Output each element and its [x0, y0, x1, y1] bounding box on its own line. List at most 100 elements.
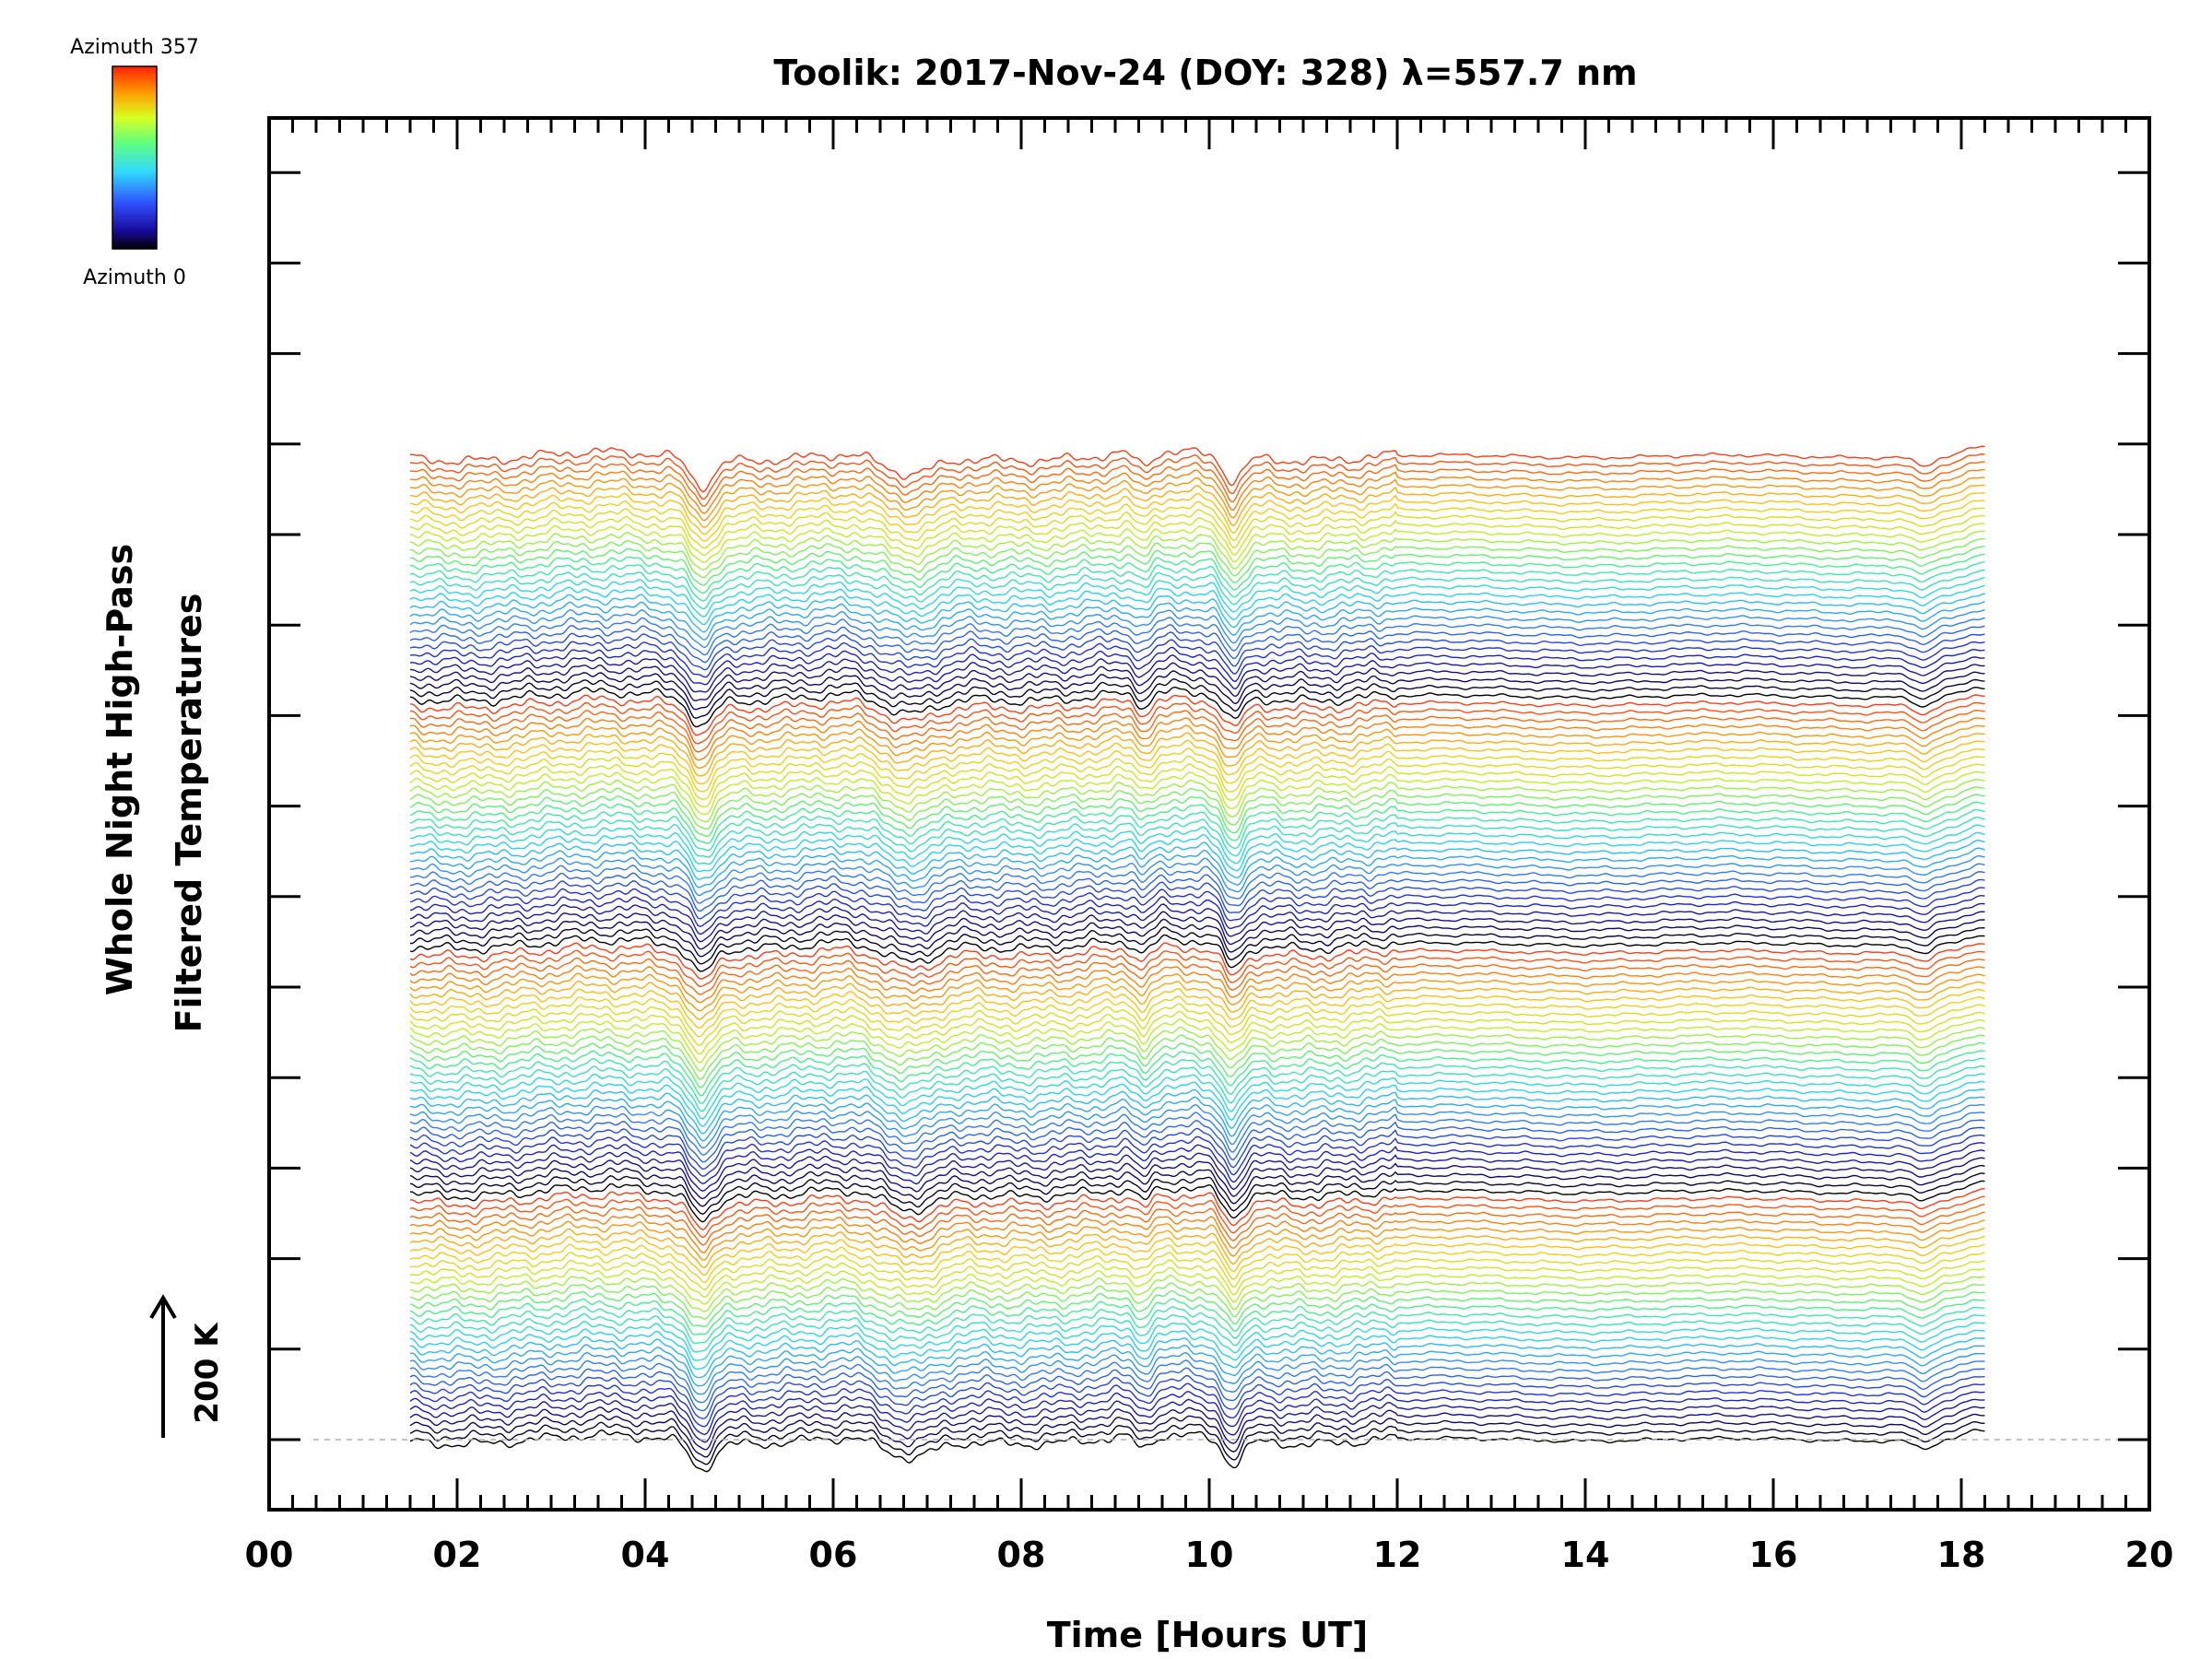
temperature-trace	[409, 507, 1985, 549]
temperature-trace	[409, 863, 1985, 904]
temperature-trace	[409, 1134, 1985, 1177]
temperature-trace	[409, 1065, 1985, 1112]
colorbar-bottom-label: Azimuth 0	[83, 266, 186, 289]
temperature-trace	[409, 1274, 1985, 1312]
temperature-trace	[409, 1374, 1985, 1419]
temperature-trace	[409, 662, 1985, 702]
temperature-trace	[409, 701, 1985, 745]
temperature-trace	[409, 747, 1985, 793]
x-tick-label: 14	[1561, 1535, 1610, 1575]
x-tick-labels: 00 02 04 06 08 10 12 14 16 18 20	[245, 1535, 2174, 1575]
temperature-trace	[409, 1266, 1985, 1305]
temperature-trace	[409, 1359, 1985, 1404]
temperature-trace	[409, 732, 1985, 777]
temperature-trace	[409, 445, 1985, 493]
temperature-trace	[409, 1034, 1985, 1081]
temperature-trace	[409, 670, 1985, 711]
temperature-trace	[409, 694, 1985, 736]
temperature-trace	[409, 537, 1985, 579]
temperature-trace	[409, 778, 1985, 823]
temperature-trace	[409, 1305, 1985, 1345]
temperature-trace	[409, 902, 1985, 943]
temperature-trace	[409, 1018, 1985, 1064]
temperature-trace	[409, 1204, 1985, 1246]
temperature-trace	[409, 1227, 1985, 1269]
temperature-trace	[409, 686, 1985, 728]
temperature-trace	[409, 895, 1985, 935]
temperature-trace	[409, 755, 1985, 800]
temperature-trace	[409, 593, 1985, 633]
temperature-trace	[409, 980, 1985, 1020]
temperature-trace	[409, 972, 1985, 1012]
temperature-trace	[409, 453, 1985, 500]
temperature-trace	[409, 569, 1985, 610]
temperature-trace	[409, 530, 1985, 571]
temperature-trace	[409, 709, 1985, 753]
temperature-trace	[409, 995, 1985, 1038]
temperature-trace	[409, 817, 1985, 858]
x-tick-label: 08	[997, 1535, 1046, 1575]
temperature-trace	[409, 871, 1985, 912]
temperature-trace	[409, 847, 1985, 888]
colorbar: Azimuth 357 Azimuth 0	[70, 36, 199, 289]
temperature-trace	[409, 1429, 1985, 1473]
temperature-trace	[409, 1382, 1985, 1428]
temperature-trace	[409, 1172, 1985, 1216]
temperature-trace	[409, 801, 1985, 844]
temperature-trace	[409, 1252, 1985, 1291]
temperature-trace	[409, 1259, 1985, 1299]
temperature-trace	[409, 1187, 1985, 1230]
temperature-trace	[409, 1119, 1985, 1163]
x-axis-label: Time [Hours UT]	[1047, 1615, 1369, 1655]
temperature-trace	[409, 553, 1985, 594]
temperature-trace	[409, 717, 1985, 761]
temperature-trace	[409, 646, 1985, 686]
temperature-trace	[409, 631, 1985, 671]
temperature-trace	[409, 1321, 1985, 1362]
scale-bar-label: 200 K	[189, 1322, 226, 1424]
temperature-trace	[409, 887, 1985, 928]
temperature-trace	[409, 771, 1985, 816]
axis-ticks	[267, 118, 2151, 1510]
temperature-trace	[409, 926, 1985, 965]
temperature-trace	[409, 1328, 1985, 1371]
temperature-trace	[409, 794, 1985, 838]
y-axis-label-line2: Filtered Temperatures	[169, 594, 209, 1033]
temperature-trace	[409, 1088, 1985, 1135]
temperature-trace	[409, 763, 1985, 808]
temperature-trace	[409, 1290, 1985, 1327]
temperature-trace	[409, 1180, 1985, 1223]
temperature-trace	[409, 601, 1985, 641]
trace-group	[409, 445, 1985, 1473]
temperature-trace	[409, 653, 1985, 693]
temperature-trace	[409, 500, 1985, 542]
temperature-trace	[409, 577, 1985, 618]
temperature-trace	[409, 584, 1985, 625]
temperature-trace	[409, 911, 1985, 950]
temperature-trace	[409, 468, 1985, 514]
temperature-trace	[409, 617, 1985, 656]
temperature-trace	[409, 639, 1985, 678]
temperature-trace	[409, 608, 1985, 649]
temperature-trace	[409, 515, 1985, 557]
temperature-trace	[409, 678, 1985, 720]
temperature-trace	[409, 824, 1985, 865]
temperature-trace	[409, 1282, 1985, 1320]
temperature-trace	[409, 523, 1985, 563]
temperature-trace	[409, 1073, 1985, 1120]
temperature-trace	[409, 1406, 1985, 1451]
temperature-trace	[409, 957, 1985, 995]
x-tick-label: 06	[809, 1535, 858, 1575]
temperature-trace	[409, 461, 1985, 507]
temperature-trace	[409, 1219, 1985, 1261]
y-axis-label-line1: Whole Night High-Pass	[100, 544, 140, 995]
temperature-trace	[409, 1164, 1985, 1207]
temperature-trace	[409, 1149, 1985, 1193]
temperature-trace	[409, 1050, 1985, 1097]
temperature-trace	[409, 987, 1985, 1029]
temperature-trace	[409, 965, 1985, 1004]
scale-bar-arrowhead	[149, 1294, 177, 1320]
x-tick-label: 20	[2125, 1535, 2174, 1575]
temperature-trace	[409, 1420, 1985, 1465]
temperature-trace	[409, 1298, 1985, 1335]
